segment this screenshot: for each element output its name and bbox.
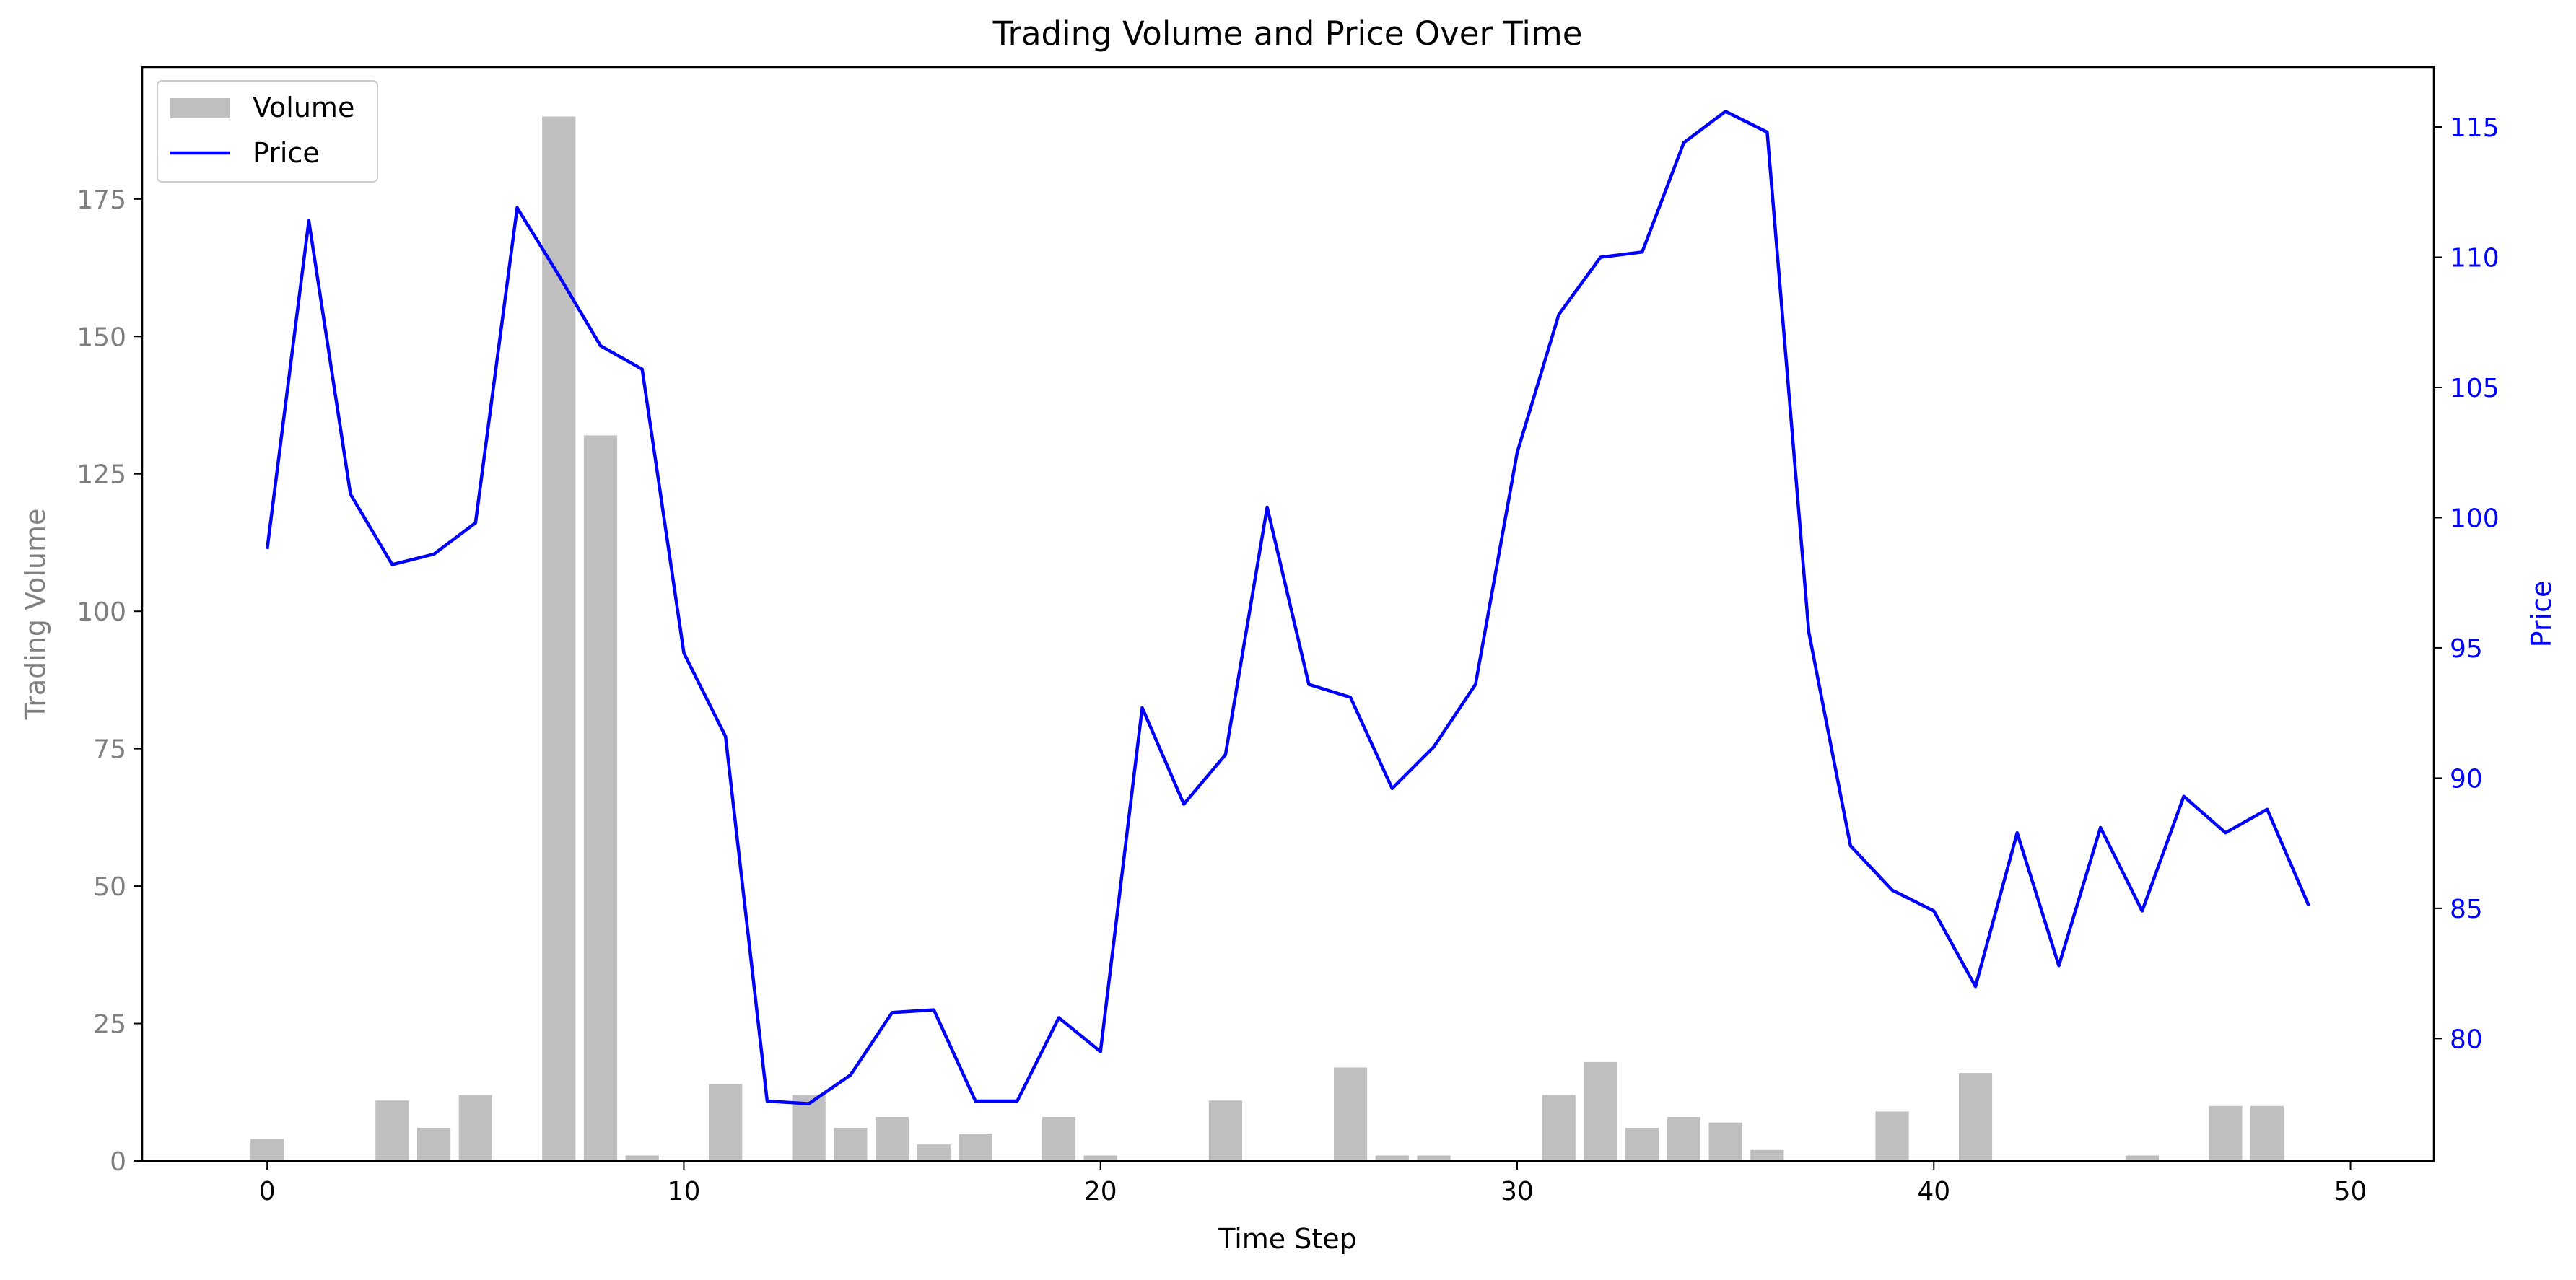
volume-bar xyxy=(1625,1128,1659,1161)
x-axis-label: Time Step xyxy=(1218,1223,1357,1255)
y-left-axis-label: Trading Volume xyxy=(19,509,51,721)
volume-bar xyxy=(792,1095,826,1161)
x-tick-label: 0 xyxy=(259,1177,276,1206)
y-left-tick-label: 75 xyxy=(93,735,126,765)
y-right-tick-label: 100 xyxy=(2450,504,2499,533)
y-right-axis-ticks: 80 85 90 95 100 105 110 115 xyxy=(2434,113,2499,1054)
y-right-tick-label: 95 xyxy=(2450,634,2483,664)
volume-bar xyxy=(583,435,618,1161)
volume-bar xyxy=(1334,1067,1368,1161)
volume-bar xyxy=(1667,1117,1700,1161)
y-left-tick-label: 175 xyxy=(77,185,126,215)
y-left-tick-label: 150 xyxy=(77,323,126,352)
volume-bar xyxy=(1083,1155,1117,1161)
y-left-tick-label: 50 xyxy=(93,872,126,902)
legend-volume-label: Volume xyxy=(253,92,354,123)
y-left-axis-ticks: 0 25 50 75 100 125 150 175 xyxy=(77,185,142,1177)
plot-frame xyxy=(141,66,2435,1162)
legend-volume-swatch xyxy=(170,98,230,118)
volume-bar xyxy=(1875,1111,1909,1161)
volume-bar xyxy=(625,1155,659,1161)
volume-bar xyxy=(250,1139,284,1161)
y-right-tick-label: 90 xyxy=(2450,764,2483,794)
y-left-tick-label: 125 xyxy=(77,460,126,490)
y-right-tick-label: 85 xyxy=(2450,895,2483,924)
legend-price-label: Price xyxy=(253,137,320,169)
legend: Volume Price xyxy=(157,80,378,183)
volume-bar xyxy=(1375,1155,1409,1161)
volume-bar xyxy=(959,1133,992,1161)
y-right-tick-label: 105 xyxy=(2450,374,2499,403)
y-right-axis-label: Price xyxy=(2525,581,2557,648)
x-tick-label: 20 xyxy=(1084,1177,1117,1206)
volume-bar xyxy=(1417,1155,1451,1161)
volume-bar xyxy=(1958,1073,1993,1161)
volume-bars xyxy=(250,116,2284,1161)
x-tick-label: 30 xyxy=(1501,1177,1534,1206)
volume-bar xyxy=(1042,1117,1076,1161)
volume-bar xyxy=(2250,1105,2284,1161)
y-left-tick-label: 0 xyxy=(110,1147,126,1177)
price-line xyxy=(265,110,2310,1105)
y-right-tick-label: 115 xyxy=(2450,113,2499,143)
y-right-tick-label: 110 xyxy=(2450,243,2499,273)
volume-bar xyxy=(1750,1149,1784,1161)
volume-bar xyxy=(917,1144,951,1161)
x-tick-label: 40 xyxy=(1917,1177,1950,1206)
volume-bar xyxy=(2125,1155,2159,1161)
x-tick-label: 10 xyxy=(668,1177,701,1206)
volume-bar xyxy=(1542,1095,1576,1161)
volume-bar xyxy=(834,1128,868,1161)
volume-bar xyxy=(1208,1100,1242,1161)
volume-bar xyxy=(709,1084,743,1161)
x-tick-label: 50 xyxy=(2334,1177,2367,1206)
volume-bar xyxy=(417,1128,451,1161)
x-axis-ticks: 0 10 20 30 40 50 xyxy=(259,1161,2367,1206)
y-left-tick-label: 25 xyxy=(93,1010,126,1040)
chart-title: Trading Volume and Price Over Time xyxy=(992,14,1583,53)
volume-bar xyxy=(542,116,576,1161)
volume-bar xyxy=(876,1117,909,1161)
volume-bar xyxy=(375,1100,409,1161)
volume-bar xyxy=(458,1095,492,1161)
volume-bar xyxy=(1708,1122,1742,1161)
volume-bar xyxy=(2209,1105,2243,1161)
y-left-tick-label: 100 xyxy=(77,597,126,627)
volume-bar xyxy=(1584,1061,1617,1161)
y-right-tick-label: 80 xyxy=(2450,1025,2483,1054)
price-line-layer xyxy=(265,110,2310,1105)
